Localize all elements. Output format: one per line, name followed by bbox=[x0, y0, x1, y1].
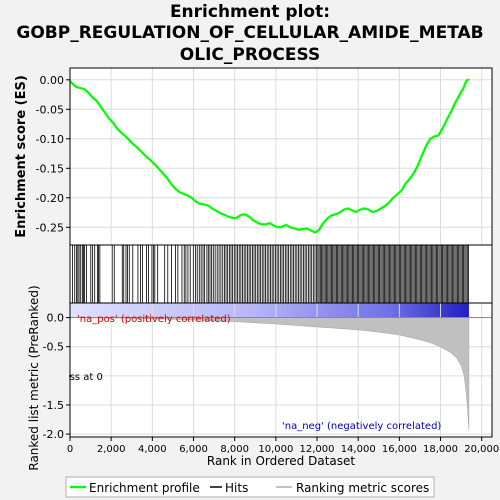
es-y-tick-label: -0.10 bbox=[36, 133, 64, 146]
chart-title-line-3: OLIC_PROCESS bbox=[179, 45, 321, 65]
legend-label-ranking: Ranking metric scores bbox=[296, 481, 429, 495]
x-tick-label: 16,000 bbox=[382, 444, 417, 455]
metric-y-axis-label: Ranked list metric (PreRanked) bbox=[27, 285, 41, 470]
x-tick-label: 4,000 bbox=[138, 444, 167, 455]
x-tick-label: 8,000 bbox=[220, 444, 249, 455]
metric-y-tick-label: -0.5 bbox=[43, 341, 64, 354]
legend: Enrichment profile Hits Ranking metric sco… bbox=[65, 476, 435, 498]
x-axis-label: Rank in Ordered Dataset bbox=[207, 454, 355, 468]
legend-label-hits: Hits bbox=[225, 481, 248, 495]
x-tick-label: 14,000 bbox=[341, 444, 376, 455]
metric-y-tick-label: -1.5 bbox=[43, 399, 64, 412]
x-tick-label: 10,000 bbox=[258, 444, 293, 455]
es-plot-area bbox=[70, 68, 492, 245]
x-tick-label: 6,000 bbox=[179, 444, 208, 455]
ranking-color-band bbox=[70, 303, 469, 317]
metric-y-tick-label: -2.0 bbox=[43, 428, 64, 441]
es-y-tick-label: -0.05 bbox=[36, 103, 64, 116]
metric-plot-border bbox=[69, 302, 493, 438]
es-y-tick-label: -0.25 bbox=[36, 221, 64, 234]
legend-label-enrichment: Enrichment profile bbox=[89, 481, 200, 495]
es-y-tick-label: -0.15 bbox=[36, 162, 64, 175]
ranking-metric-area bbox=[69, 317, 470, 431]
es-panel: 0.00 -0.05 -0.10 -0.15 -0.20 -0.25 Enrichment … bbox=[14, 67, 493, 246]
x-tick-label: 2,000 bbox=[97, 444, 126, 455]
negative-correlation-label: 'na_neg' (negatively correlated) bbox=[282, 421, 441, 432]
x-tick-label: 20,000 bbox=[464, 444, 499, 455]
hits-panel bbox=[69, 244, 493, 304]
enrichment-profile-line bbox=[69, 78, 469, 234]
chart-title-line-2: GOBP_REGULATION_OF_CELLULAR_AMIDE_METAB bbox=[16, 23, 484, 43]
legend-box bbox=[65, 476, 435, 498]
positive-correlation-label: 'na_pos' (positively correlated) bbox=[77, 314, 231, 325]
ranked-metric-panel: 0.0-0.5-1.0-1.5-2.0'na_pos' (positively … bbox=[0, 285, 493, 471]
metric-y-tick-label: 0.0 bbox=[47, 312, 65, 325]
x-tick-label: 18,000 bbox=[423, 444, 458, 455]
x-tick-label: 12,000 bbox=[300, 444, 335, 455]
x-axis: 0 2,000 4,000 6,000 8,000 10,000 12,000 14,000 1… bbox=[67, 437, 499, 468]
es-y-axis-label: Enrichment score (ES) bbox=[14, 75, 29, 238]
left-margin-mask bbox=[0, 370, 69, 384]
chart-title-line-1: Enrichment plot: bbox=[169, 2, 331, 22]
es-y-tick-label: 0.00 bbox=[40, 74, 65, 87]
es-y-tick-label: -0.20 bbox=[36, 192, 64, 205]
x-tick-label: 0 bbox=[67, 444, 73, 455]
